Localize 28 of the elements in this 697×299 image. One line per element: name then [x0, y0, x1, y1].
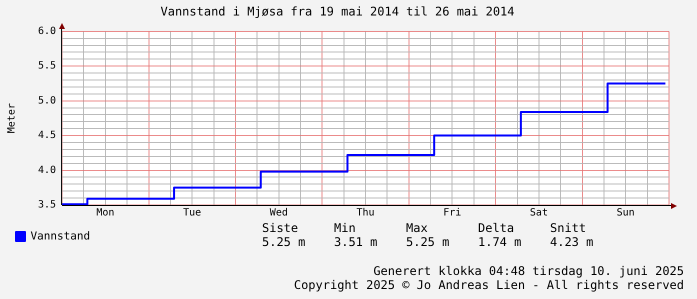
x-tick-label: Thu [356, 208, 375, 219]
x-tick-label: Tue [183, 208, 202, 219]
x-tick-label: Mon [96, 208, 114, 219]
text: Snitt [550, 221, 588, 235]
chart-title: Vannstand i Mjøsa fra 19 mai 2014 til 26 mai 2014 [160, 4, 515, 18]
x-tick-label: Fri [443, 208, 462, 219]
y-tick-label: 5.0 [38, 95, 56, 106]
text: 4.23 m [550, 235, 594, 249]
text: 5.25 m [262, 235, 306, 249]
y-tick-label: 5.5 [38, 60, 56, 72]
text: Delta [478, 221, 516, 235]
y-tick-label: 3.5 [38, 200, 56, 211]
text: Min [334, 221, 357, 235]
y-tick-label: 4.5 [38, 130, 56, 142]
x-tick-label: Sun [616, 208, 635, 219]
y-axis-title: Meter [6, 103, 18, 134]
text: Generert klokka 04:48 tirsdag 10. juni 2025 [372, 264, 684, 278]
x-tick-label: Wed [270, 208, 288, 219]
text: 1.74 m [478, 235, 522, 249]
y-tick-label: 4.0 [38, 164, 56, 176]
legend-label: Vannstand [30, 229, 90, 242]
y-tick-label: 6.0 [38, 26, 56, 37]
text: 5.25 m [406, 235, 450, 249]
text: Siste [262, 221, 300, 235]
text: Copyright 2025 © Jo Andreas Lien - All rights reserved [294, 278, 684, 292]
text: Max [406, 221, 429, 235]
text: 3.51 m [334, 235, 378, 249]
x-tick-label: Sat [530, 208, 548, 219]
